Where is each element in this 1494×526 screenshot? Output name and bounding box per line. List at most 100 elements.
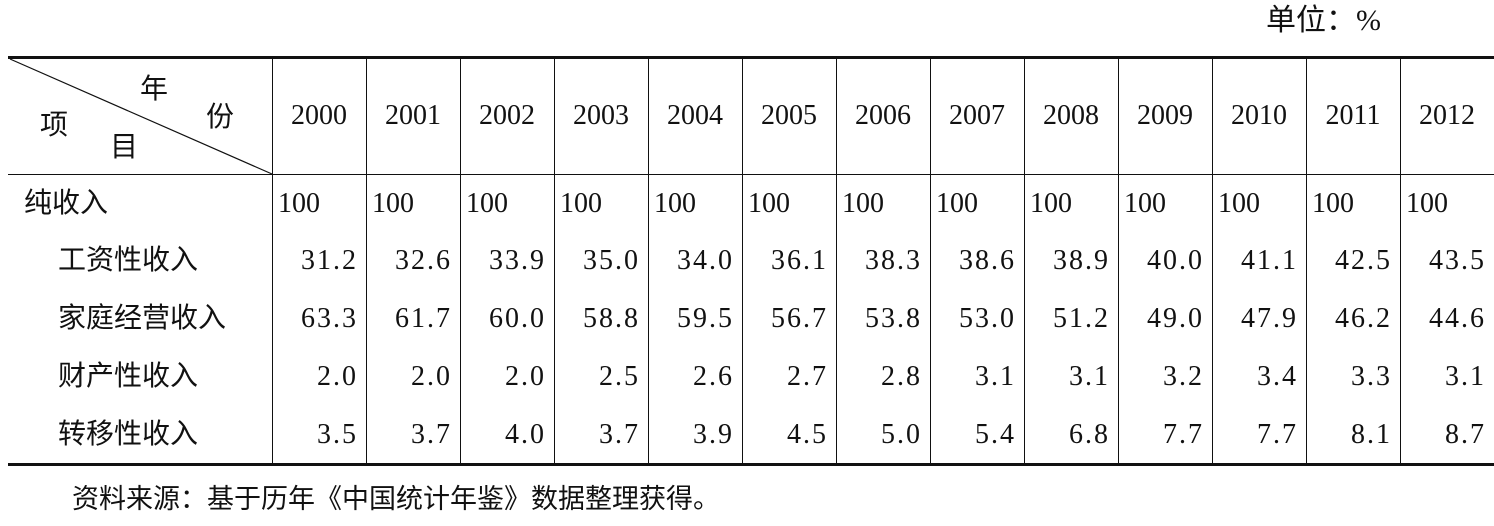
cell-value: 4.0 [505,419,546,450]
cell-value: 38.3 [865,245,922,276]
cell-value: 51.2 [1053,303,1110,334]
column-rule [1118,58,1119,464]
row-label: 转移性收入 [58,419,199,450]
cell-value: 3.1 [1069,361,1110,392]
cell-value: 7.7 [1257,419,1298,450]
cell-value: 60.0 [489,303,546,334]
cell-value: 3.5 [317,419,358,450]
bottom-rule [8,463,1494,466]
column-rule [460,58,461,464]
cell-value: 49.0 [1147,303,1204,334]
cell-value: 63.3 [301,303,358,334]
cell-value: 31.2 [301,245,358,276]
column-rule [930,58,931,464]
cell-value: 2.5 [599,361,640,392]
header-rule [8,174,1494,175]
cell-value: 3.3 [1351,361,1392,392]
cell-value: 3.4 [1257,361,1298,392]
cell-value: 34.0 [677,245,734,276]
column-rule [272,58,273,464]
year-header: 2012 [1419,100,1475,131]
cell-value: 100 [936,188,978,219]
cell-value: 3.1 [1445,361,1486,392]
cell-value: 100 [1124,188,1166,219]
column-rule [1400,58,1401,464]
column-rule [648,58,649,464]
column-rule [366,58,367,464]
year-header: 2010 [1231,100,1287,131]
year-header: 2001 [385,100,441,131]
cell-value: 2.8 [881,361,922,392]
cell-value: 3.7 [411,419,452,450]
cell-value: 53.0 [959,303,1016,334]
cell-value: 59.5 [677,303,734,334]
source-note: 资料来源：基于历年《中国统计年鉴》数据整理获得。 [72,484,720,514]
cell-value: 42.5 [1335,245,1392,276]
corner-label: 年 [140,74,169,105]
cell-value: 40.0 [1147,245,1204,276]
corner-label: 目 [110,132,139,163]
column-rule [554,58,555,464]
row-label: 财产性收入 [58,361,199,392]
cell-value: 100 [278,188,320,219]
cell-value: 100 [372,188,414,219]
cell-value: 33.9 [489,245,546,276]
cell-value: 6.8 [1069,419,1110,450]
year-header: 2003 [573,100,629,131]
cell-value: 38.6 [959,245,1016,276]
column-rule [1306,58,1307,464]
cell-value: 3.9 [693,419,734,450]
column-rule [1024,58,1025,464]
year-header: 2000 [291,100,347,131]
cell-value: 100 [1218,188,1260,219]
row-label: 家庭经营收入 [58,303,227,334]
year-header: 2011 [1325,100,1381,131]
cell-value: 2.7 [787,361,828,392]
cell-value: 8.1 [1351,419,1392,450]
cell-value: 2.6 [693,361,734,392]
cell-value: 8.7 [1445,419,1486,450]
cell-value: 47.9 [1241,303,1298,334]
cell-value: 100 [842,188,884,219]
corner-label: 份 [206,102,235,133]
cell-value: 100 [1030,188,1072,219]
cell-value: 100 [1312,188,1354,219]
cell-value: 44.6 [1429,303,1486,334]
cell-value: 100 [466,188,508,219]
column-rule [836,58,837,464]
year-header: 2005 [761,100,817,131]
row-label: 工资性收入 [58,245,199,276]
cell-value: 100 [1406,188,1448,219]
column-rule [1212,58,1213,464]
cell-value: 5.4 [975,419,1016,450]
cell-value: 3.2 [1163,361,1204,392]
cell-value: 56.7 [771,303,828,334]
cell-value: 43.5 [1429,245,1486,276]
cell-value: 35.0 [583,245,640,276]
year-header: 2002 [479,100,535,131]
column-rule [742,58,743,464]
cell-value: 2.0 [411,361,452,392]
unit: 单位：% [1266,4,1381,37]
year-header: 2008 [1043,100,1099,131]
cell-value: 32.6 [395,245,452,276]
year-header: 2006 [855,100,911,131]
cell-value: 3.1 [975,361,1016,392]
year-header: 2007 [949,100,1005,131]
cell-value: 36.1 [771,245,828,276]
cell-value: 2.0 [317,361,358,392]
row-label: 纯收入 [24,188,109,219]
cell-value: 3.7 [599,419,640,450]
cell-value: 100 [560,188,602,219]
cell-value: 7.7 [1163,419,1204,450]
cell-value: 100 [654,188,696,219]
corner-label: 项 [40,110,69,141]
cell-value: 4.5 [787,419,828,450]
diagonal-line [9,58,273,175]
cell-value: 58.8 [583,303,640,334]
cell-value: 46.2 [1335,303,1392,334]
cell-value: 61.7 [395,303,452,334]
cell-value: 2.0 [505,361,546,392]
